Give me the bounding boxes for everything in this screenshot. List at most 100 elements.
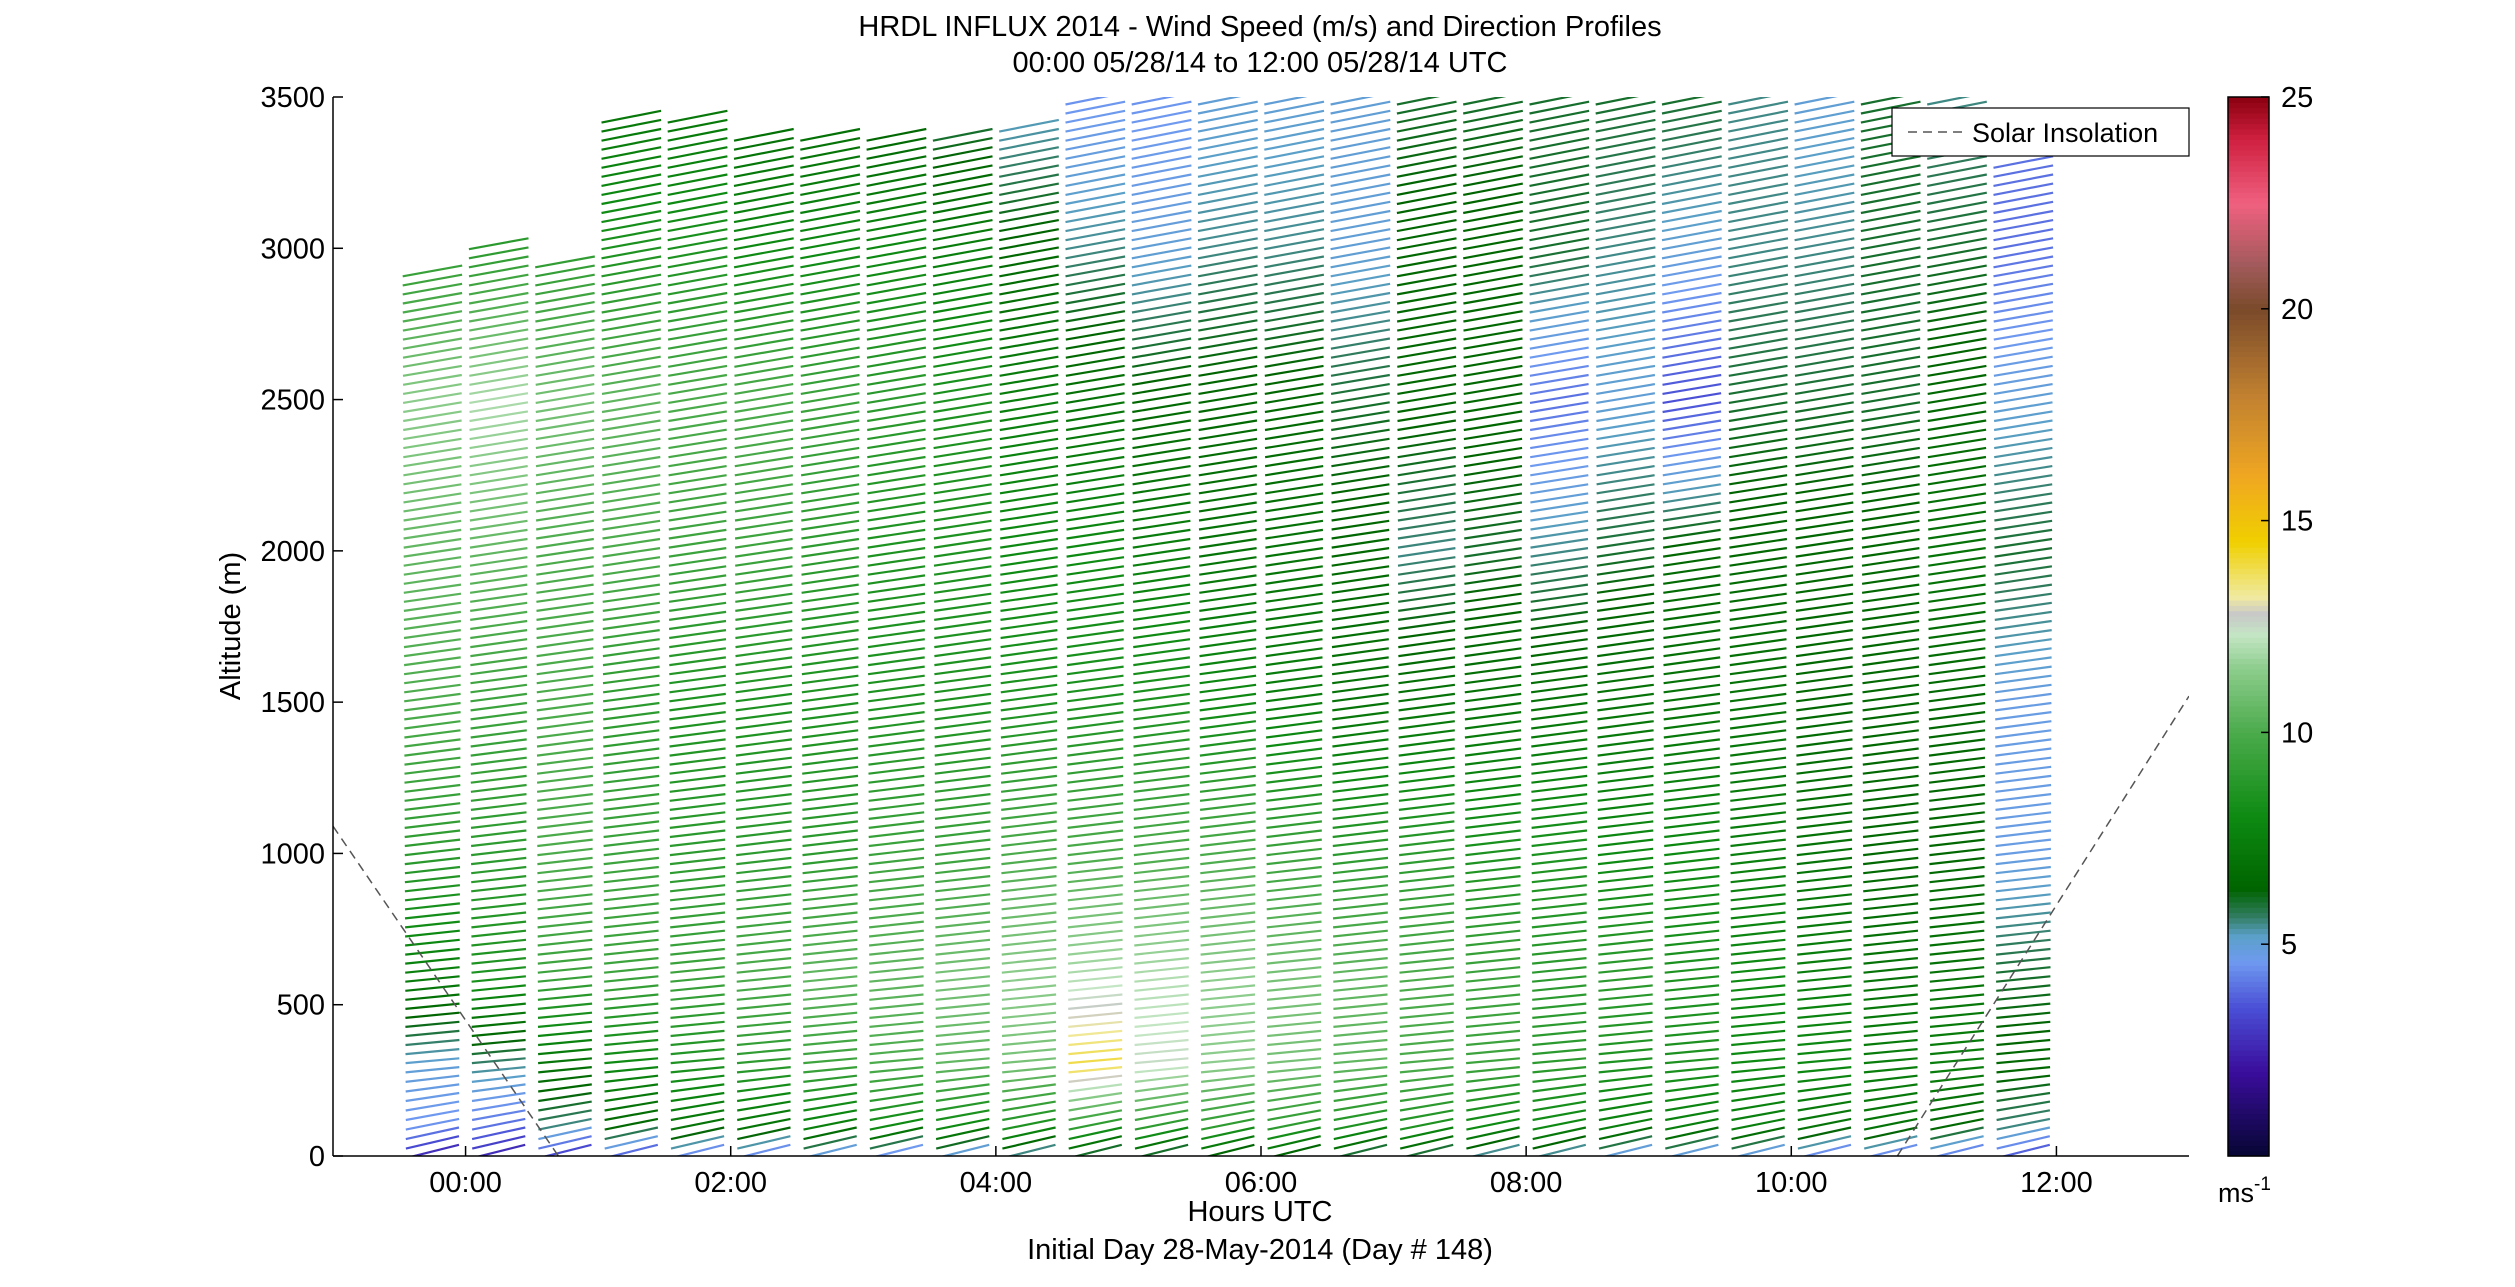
wind-barb (1132, 437, 1191, 450)
colorbar-cell (2228, 970, 2269, 977)
wind-barb (1860, 191, 1921, 206)
wind-barb (800, 346, 860, 359)
wind-barb (1001, 1011, 1057, 1019)
wind-barb (405, 1020, 460, 1028)
wind-barb (1796, 729, 1853, 739)
wind-barb (1131, 337, 1192, 350)
wind-barb (934, 747, 991, 757)
wind-barb (1731, 1038, 1786, 1047)
colorbar-cell (2228, 737, 2269, 744)
wind-barb (535, 492, 595, 504)
wind-barb (1199, 720, 1257, 730)
wind-barb (1197, 219, 1258, 233)
wind-barb (1396, 164, 1457, 178)
wind-barb (1463, 337, 1523, 350)
wind-barb (1663, 701, 1721, 712)
wind-barb (1265, 537, 1324, 549)
wind-profile-column (1065, 97, 1126, 1156)
wind-barb (999, 437, 1059, 450)
wind-barb (1464, 738, 1522, 748)
wind-barb (1930, 1135, 1984, 1150)
wind-barb (1132, 392, 1192, 404)
wind-barb (1928, 556, 1986, 567)
wind-barb (1464, 692, 1522, 703)
wind-barb (535, 346, 595, 359)
wind-barb (735, 793, 792, 802)
wind-barb (802, 966, 858, 974)
wind-barb (536, 729, 594, 739)
wind-barb (736, 847, 792, 857)
wind-barb (470, 720, 527, 730)
wind-barb (469, 346, 529, 359)
wind-barb (1134, 938, 1190, 947)
wind-barb (1200, 911, 1256, 920)
colorbar-cell (2228, 578, 2269, 585)
wind-barb (1330, 328, 1391, 341)
wind-barb (1796, 938, 1852, 947)
wind-barb (735, 638, 793, 649)
wind-barb (1929, 902, 1985, 911)
wind-barb (1197, 146, 1258, 160)
wind-barb (1330, 191, 1391, 206)
wind-barb (667, 164, 728, 178)
wind-profile-column (1860, 97, 1921, 1156)
wind-barb (1133, 774, 1190, 784)
wind-barb (1065, 364, 1125, 377)
wind-barb (1731, 1083, 1786, 1093)
wind-barb (404, 811, 461, 820)
wind-barb (934, 692, 992, 703)
wind-barb (469, 510, 528, 522)
wind-barb (1198, 492, 1257, 504)
wind-barb (800, 355, 860, 368)
chart-subtitle: 00:00 05/28/14 to 12:00 05/28/14 UTC (1013, 47, 1508, 79)
wind-barb (667, 118, 728, 133)
wind-barb (404, 911, 460, 920)
wind-barb (1927, 355, 1987, 368)
wind-barb (403, 547, 462, 558)
wind-barb (1994, 528, 2053, 540)
wind-barb (1532, 1020, 1587, 1028)
wind-barb (1065, 337, 1125, 350)
wind-barb (734, 355, 794, 368)
wind-barb (999, 310, 1059, 323)
wind-barb (1797, 1100, 1852, 1112)
wind-barb (1663, 601, 1721, 612)
wind-barb (735, 592, 793, 603)
wind-barb (1264, 419, 1324, 432)
wind-barb (1398, 601, 1456, 612)
wind-barb (999, 219, 1059, 233)
wind-barb (1134, 966, 1189, 974)
wind-barb (1596, 574, 1655, 585)
wind-barb (1664, 929, 1720, 938)
wind-barb (1928, 619, 1986, 631)
wind-barb (405, 1091, 460, 1103)
wind-barb (1595, 301, 1656, 314)
wind-barb (602, 574, 661, 585)
wind-barb (1731, 1109, 1785, 1122)
wind-barb (802, 920, 858, 929)
wind-barb (1265, 647, 1323, 658)
wind-barb (1531, 884, 1587, 893)
wind-barb (1465, 893, 1521, 902)
wind-barb (734, 483, 793, 495)
wind-barb (999, 291, 1059, 305)
wind-barb (736, 1002, 792, 1010)
wind-barb (1862, 847, 1919, 857)
wind-barb (1332, 893, 1389, 902)
wind-barb (668, 428, 727, 441)
wind-barb (601, 401, 661, 414)
wind-barb (734, 519, 793, 531)
wind-barb (668, 574, 727, 585)
wind-barb (868, 884, 925, 893)
wind-barb (1267, 1135, 1321, 1150)
wind-barb (1131, 155, 1192, 169)
wind-barb (866, 346, 927, 359)
wind-barb (1729, 556, 1787, 567)
wind-barb (1198, 392, 1258, 404)
wind-barb (537, 865, 593, 875)
wind-barb (1860, 255, 1921, 269)
wind-barb (1860, 246, 1921, 260)
wind-barb (1134, 957, 1189, 965)
wind-barb (667, 137, 728, 151)
wind-barb (1266, 984, 1322, 992)
